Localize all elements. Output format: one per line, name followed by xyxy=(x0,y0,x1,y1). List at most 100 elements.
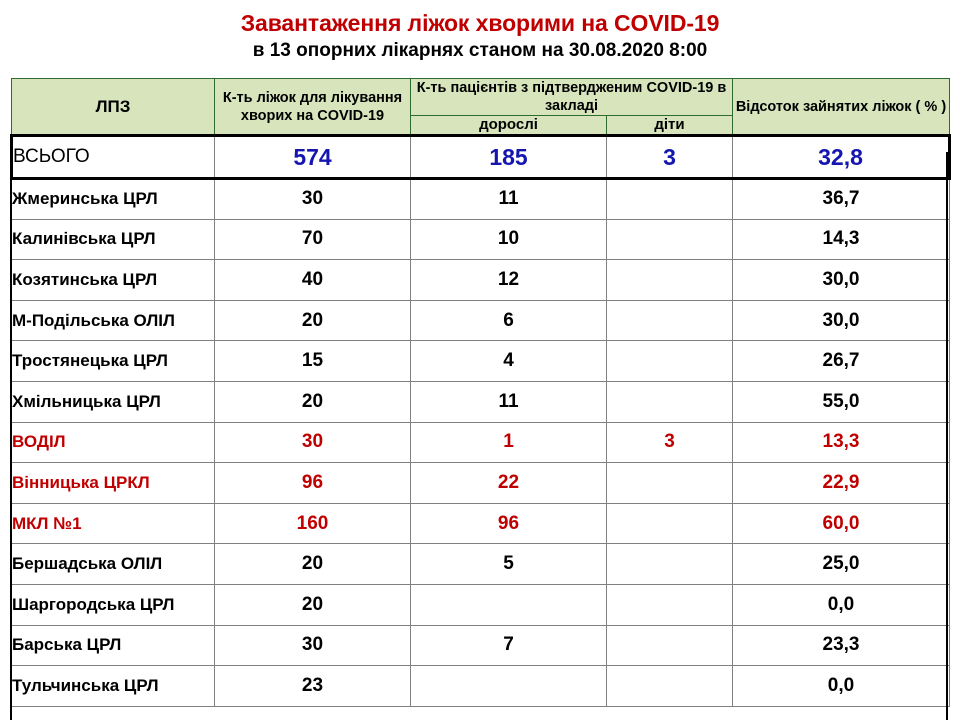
cell-adults: 22 xyxy=(410,462,607,504)
cell-percent: 22,9 xyxy=(732,462,950,504)
table-row: М-Подільська ОЛІЛ 20 6 30,0 xyxy=(11,299,950,342)
cell-beds: 574 xyxy=(214,134,411,180)
cell-children xyxy=(606,178,733,220)
cell-children xyxy=(606,340,733,382)
cell-beds: 23 xyxy=(214,665,411,707)
cell-beds: 20 xyxy=(214,543,411,585)
cell-adults: 10 xyxy=(410,218,607,261)
cell-beds: 20 xyxy=(214,583,411,626)
cell-facility: ВСЬОГО xyxy=(10,134,215,180)
col-header-facility: ЛПЗ xyxy=(11,78,215,136)
cell-beds: 96 xyxy=(214,462,411,504)
cell-facility: Барська ЦРЛ xyxy=(11,624,215,667)
bed-occupancy-table: ЛПЗ К-ть ліжок для лікування хворих на C… xyxy=(10,78,951,707)
cell-beds: 20 xyxy=(214,299,411,342)
cell-percent: 60,0 xyxy=(732,502,950,545)
cell-facility: Бершадська ОЛІЛ xyxy=(11,543,215,585)
cell-facility: Козятинська ЦРЛ xyxy=(11,259,215,301)
cell-percent: 23,3 xyxy=(732,624,950,667)
table-row: Шаргородська ЦРЛ 20 0,0 xyxy=(11,583,950,626)
cell-adults: 5 xyxy=(410,543,607,585)
cell-children xyxy=(606,259,733,301)
table-row: Жмеринська ЦРЛ 30 11 36,7 xyxy=(11,178,950,220)
cell-beds: 20 xyxy=(214,380,411,423)
table-row: ВОДІЛ 30 1 3 13,3 xyxy=(11,421,950,464)
cell-percent: 26,7 xyxy=(732,340,950,382)
cell-percent: 13,3 xyxy=(732,421,950,464)
cell-children: 3 xyxy=(606,134,733,180)
cell-children xyxy=(606,583,733,626)
table-head: ЛПЗ К-ть ліжок для лікування хворих на C… xyxy=(11,78,950,136)
page-subtitle: в 13 опорних лікарнях станом на 30.08.20… xyxy=(252,40,708,61)
table-row-total: ВСЬОГО 574 185 3 32,8 xyxy=(10,134,951,180)
cell-percent: 36,7 xyxy=(732,178,950,220)
cell-percent: 55,0 xyxy=(732,380,950,423)
cell-percent: 25,0 xyxy=(732,543,950,585)
cell-children xyxy=(606,624,733,667)
cell-facility: Тростянецька ЦРЛ xyxy=(11,340,215,382)
table-row: МКЛ №1 160 96 60,0 xyxy=(11,502,950,545)
cell-adults: 7 xyxy=(410,624,607,667)
table-row: Козятинська ЦРЛ 40 12 30,0 xyxy=(11,259,950,301)
cell-beds: 30 xyxy=(214,421,411,464)
cell-facility: М-Подільська ОЛІЛ xyxy=(11,299,215,342)
cell-adults xyxy=(410,665,607,707)
title-block: Завантаження ліжок хворими на COVID-19 в… xyxy=(0,0,960,64)
cell-children xyxy=(606,380,733,423)
cell-percent: 30,0 xyxy=(732,259,950,301)
cell-percent: 14,3 xyxy=(732,218,950,261)
cell-beds: 40 xyxy=(214,259,411,301)
cell-children xyxy=(606,502,733,545)
header-row-main: ЛПЗ К-ть ліжок для лікування хворих на C… xyxy=(11,78,950,136)
cell-adults: 96 xyxy=(410,502,607,545)
cell-beds: 30 xyxy=(214,178,411,220)
col-header-percent: Відсоток зайнятих ліжок ( % ) xyxy=(732,78,950,136)
cell-children xyxy=(606,665,733,707)
table-row: Вінницька ЦРКЛ 96 22 22,9 xyxy=(11,462,950,504)
cell-beds: 15 xyxy=(214,340,411,382)
cell-facility: МКЛ №1 xyxy=(11,502,215,545)
cell-facility: ВОДІЛ xyxy=(11,421,215,464)
cell-adults: 6 xyxy=(410,299,607,342)
cell-facility: Тульчинська ЦРЛ xyxy=(11,665,215,707)
cell-adults: 11 xyxy=(410,178,607,220)
table-row: Бершадська ОЛІЛ 20 5 25,0 xyxy=(11,543,950,585)
cell-children xyxy=(606,218,733,261)
cell-beds: 160 xyxy=(214,502,411,545)
col-header-adults: дорослі xyxy=(410,115,607,136)
cell-facility: Вінницька ЦРКЛ xyxy=(11,462,215,504)
table-row: Тростянецька ЦРЛ 15 4 26,7 xyxy=(11,340,950,382)
cell-beds: 70 xyxy=(214,218,411,261)
table-row: Калинівська ЦРЛ 70 10 14,3 xyxy=(11,218,950,261)
cell-facility: Жмеринська ЦРЛ xyxy=(11,178,215,220)
cell-children: 3 xyxy=(606,421,733,464)
cell-beds: 30 xyxy=(214,624,411,667)
col-header-beds: К-ть ліжок для лікування хворих на COVID… xyxy=(214,78,411,136)
cell-adults xyxy=(410,583,607,626)
cell-children xyxy=(606,543,733,585)
cell-adults: 1 xyxy=(410,421,607,464)
cell-percent: 0,0 xyxy=(732,665,950,707)
cell-adults: 11 xyxy=(410,380,607,423)
col-header-patients-group: К-ть пацієнтів з підтвердженим COVID-19 … xyxy=(410,78,733,116)
cell-adults: 185 xyxy=(410,134,607,180)
table-body: ВСЬОГО 574 185 3 32,8 Жмеринська ЦРЛ 30 11 36,7 К… xyxy=(10,134,951,707)
table-row: Барська ЦРЛ 30 7 23,3 xyxy=(11,624,950,667)
table-row: Хмільницька ЦРЛ 20 11 55,0 xyxy=(11,380,950,423)
cell-percent: 32,8 xyxy=(732,134,951,180)
col-header-children: діти xyxy=(606,115,733,136)
cell-facility: Калинівська ЦРЛ xyxy=(11,218,215,261)
table-row: Тульчинська ЦРЛ 23 0,0 xyxy=(11,665,950,707)
cell-facility: Шаргородська ЦРЛ xyxy=(11,583,215,626)
cell-children xyxy=(606,299,733,342)
cell-percent: 0,0 xyxy=(732,583,950,626)
cell-adults: 4 xyxy=(410,340,607,382)
cell-facility: Хмільницька ЦРЛ xyxy=(11,380,215,423)
page-title: Завантаження ліжок хворими на COVID-19 xyxy=(240,10,720,36)
cell-percent: 30,0 xyxy=(732,299,950,342)
cell-children xyxy=(606,462,733,504)
bed-occupancy-table-wrap: ЛПЗ К-ть ліжок для лікування хворих на C… xyxy=(10,78,951,707)
cell-adults: 12 xyxy=(410,259,607,301)
header-row-sub: дорослі діти xyxy=(12,115,950,136)
